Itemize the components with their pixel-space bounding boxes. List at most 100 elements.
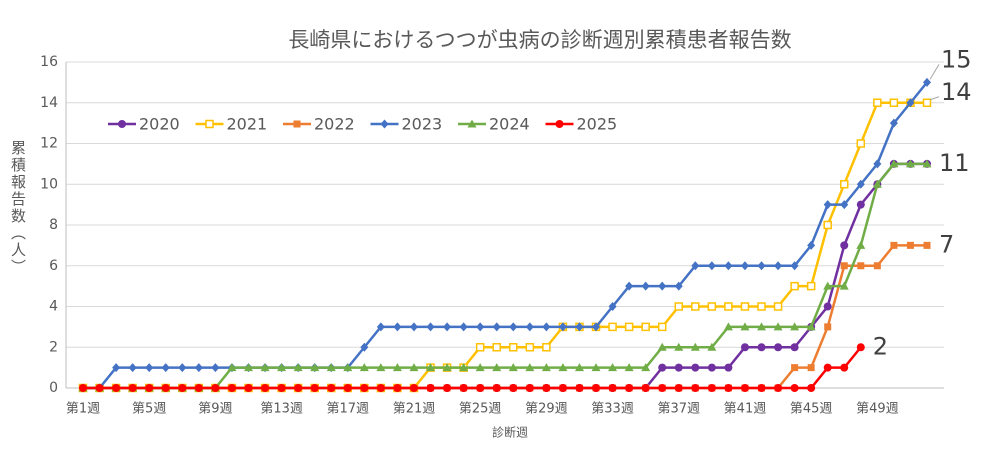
- x-tick-label: 第9週: [198, 402, 232, 417]
- point: [360, 384, 369, 392]
- point: [674, 342, 684, 351]
- point: [890, 241, 898, 249]
- legend-label: 2024: [489, 115, 530, 134]
- point: [277, 384, 286, 392]
- point: [691, 261, 700, 271]
- point: [608, 384, 617, 392]
- point: [691, 302, 700, 311]
- point: [509, 343, 518, 352]
- point: [807, 384, 816, 392]
- point: [409, 363, 419, 372]
- point: [806, 281, 816, 291]
- legend-item: 2025: [545, 115, 617, 134]
- point: [857, 262, 865, 270]
- data-label: 2: [873, 332, 888, 360]
- data-label: 11: [939, 149, 970, 177]
- point: [873, 98, 882, 107]
- legend-marker: [205, 119, 214, 129]
- point: [443, 384, 452, 392]
- legend-label: 2023: [402, 115, 443, 134]
- data-label: 7: [939, 230, 954, 258]
- legend-item: 2020: [108, 115, 180, 134]
- legend-item: 2021: [195, 115, 268, 134]
- point: [492, 322, 501, 332]
- point: [674, 281, 683, 291]
- point: [922, 98, 932, 107]
- point: [260, 363, 270, 372]
- point: [774, 261, 783, 271]
- point: [724, 261, 733, 271]
- point: [376, 363, 386, 372]
- point: [691, 363, 700, 372]
- point: [757, 302, 766, 311]
- point: [343, 363, 353, 372]
- y-tick-label: 14: [40, 95, 58, 111]
- point: [79, 384, 87, 392]
- point: [592, 384, 601, 392]
- point: [856, 343, 865, 352]
- point: [359, 363, 369, 372]
- point: [326, 363, 336, 372]
- point: [674, 363, 683, 372]
- point: [873, 262, 881, 270]
- point: [459, 322, 468, 332]
- point: [542, 384, 551, 392]
- point: [476, 322, 485, 332]
- point: [112, 384, 121, 392]
- point: [657, 342, 667, 351]
- point: [823, 200, 832, 210]
- point: [393, 322, 402, 332]
- x-tick-label: 第21週: [393, 402, 436, 417]
- y-tick-label: 2: [49, 339, 58, 355]
- point: [558, 384, 567, 392]
- point: [625, 281, 634, 291]
- point: [889, 98, 899, 107]
- point: [790, 281, 799, 291]
- point: [856, 139, 866, 148]
- point: [641, 363, 651, 372]
- y-tick-label: 8: [49, 217, 58, 233]
- point: [95, 384, 104, 392]
- point: [575, 322, 584, 332]
- point: [790, 343, 799, 352]
- point: [178, 363, 187, 373]
- point: [791, 364, 799, 372]
- point: [608, 322, 617, 332]
- point: [591, 363, 601, 372]
- y-tick-label: 0: [49, 380, 58, 396]
- point: [690, 342, 700, 351]
- point: [575, 384, 584, 392]
- point: [923, 241, 931, 249]
- point: [476, 384, 485, 392]
- legend-label: 2021: [227, 115, 268, 134]
- point: [409, 384, 418, 392]
- point: [906, 241, 914, 249]
- y-tick-label: 16: [40, 54, 58, 70]
- x-tick-label: 第1週: [66, 402, 100, 417]
- x-tick-label: 第17週: [327, 402, 370, 417]
- point: [475, 363, 485, 372]
- point: [807, 364, 815, 372]
- point: [128, 363, 137, 373]
- point: [923, 77, 931, 87]
- point: [840, 363, 849, 372]
- point: [145, 363, 154, 373]
- point: [740, 384, 749, 392]
- point: [723, 322, 733, 331]
- point: [360, 342, 369, 352]
- point: [657, 322, 667, 332]
- point: [856, 179, 865, 189]
- y-axis-title: 累積報告数（人）: [9, 140, 27, 276]
- point: [161, 384, 170, 392]
- point: [508, 363, 518, 372]
- point: [392, 363, 402, 372]
- point: [525, 343, 535, 352]
- point: [624, 322, 634, 332]
- point: [293, 363, 303, 372]
- point: [740, 302, 750, 311]
- x-tick-label: 第41週: [724, 402, 767, 417]
- point: [426, 322, 435, 332]
- legend-marker: [293, 120, 301, 128]
- point: [922, 159, 932, 168]
